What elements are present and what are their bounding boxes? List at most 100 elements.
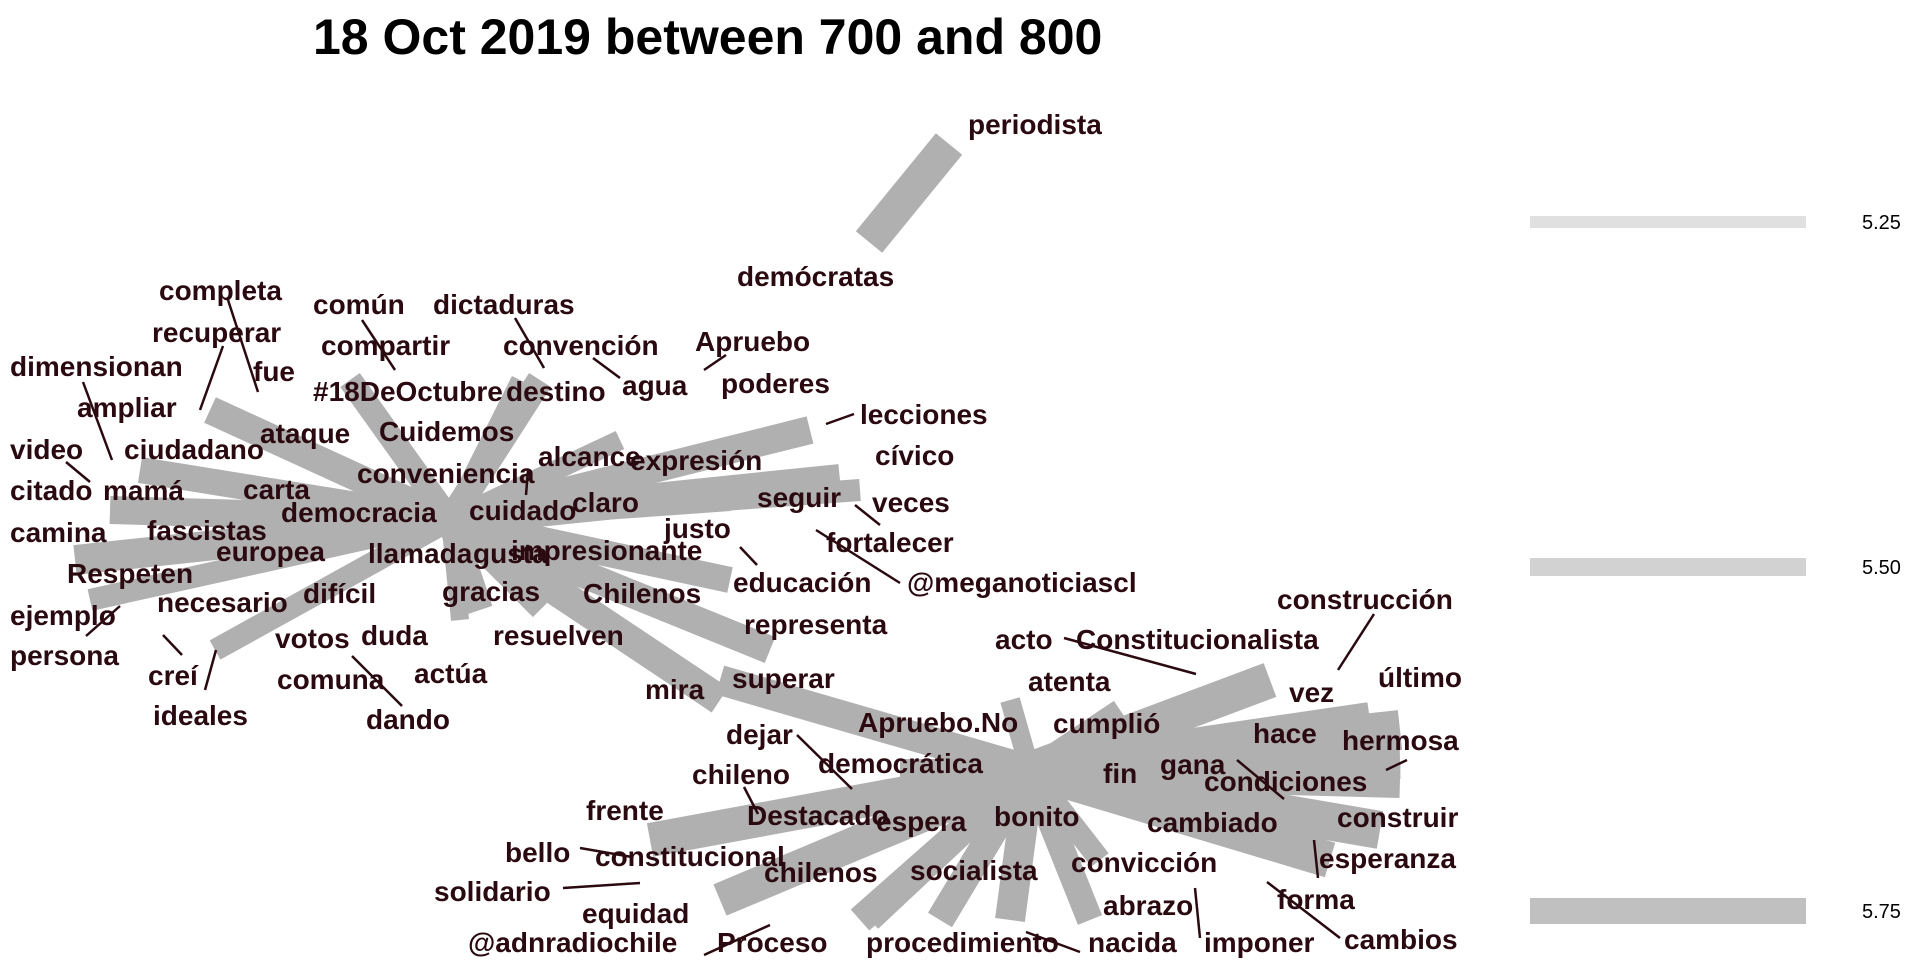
word-node-superar: superar bbox=[732, 663, 835, 694]
graph-edge bbox=[441, 375, 529, 525]
word-node-ampliar: ampliar bbox=[77, 392, 177, 423]
graph-edge bbox=[1029, 748, 1201, 782]
word-node-votos: votos bbox=[275, 623, 350, 654]
word-node-constitucionalista: Constitucionalista bbox=[1076, 624, 1319, 655]
word-node-dejar: dejar bbox=[726, 719, 793, 750]
word-node-ultimo: último bbox=[1378, 662, 1462, 693]
word-node-actua: actúa bbox=[414, 658, 488, 689]
word-node-mama: mamá bbox=[103, 475, 184, 506]
word-node-abrazo: abrazo bbox=[1103, 890, 1193, 921]
legend-swatch bbox=[1530, 558, 1806, 576]
word-node-educacion: educación bbox=[733, 567, 871, 598]
word-node-ataque: ataque bbox=[260, 418, 350, 449]
label-leader-line bbox=[796, 734, 853, 790]
word-node-constitucional: constitucional bbox=[595, 841, 785, 872]
word-node-chilenos: Chilenos bbox=[583, 578, 701, 609]
legend-label: 5.75 bbox=[1862, 901, 1901, 923]
label-leader-line bbox=[703, 353, 727, 372]
word-node-expresion: expresión bbox=[630, 445, 762, 476]
label-leader-line bbox=[1236, 759, 1285, 800]
word-node-citado: citado bbox=[10, 475, 92, 506]
word-node-adnradiochile: @adnradiochile bbox=[468, 927, 677, 958]
graph-edge bbox=[340, 373, 460, 527]
word-node-chileno: chileno bbox=[692, 759, 790, 790]
word-node-fue: fue bbox=[253, 356, 295, 387]
word-node-ciudadano: ciudadano bbox=[124, 434, 264, 465]
word-node-conviccion: convicción bbox=[1071, 847, 1217, 878]
word-node-respeten: Respeten bbox=[67, 558, 193, 589]
graph-edge bbox=[713, 754, 1037, 916]
graph-edge bbox=[209, 510, 456, 660]
label-leader-line bbox=[1312, 839, 1320, 879]
word-node-hace: hace bbox=[1253, 718, 1317, 749]
word-node-agua: agua bbox=[622, 370, 688, 401]
word-node-acto: acto bbox=[995, 624, 1053, 655]
word-node-fascistas: fascistas bbox=[147, 515, 267, 546]
word-node-seguir: seguir bbox=[757, 482, 841, 513]
label-leader-line bbox=[854, 504, 881, 526]
word-node-solidario: solidario bbox=[434, 876, 551, 907]
word-node-apruebo: Apruebo bbox=[695, 326, 810, 357]
word-node-vez: vez bbox=[1289, 677, 1334, 708]
label-leader-line bbox=[742, 786, 760, 815]
word-node-gracias: gracias bbox=[442, 576, 540, 607]
leader-lines-layer bbox=[65, 299, 1408, 957]
word-node-procedimiento: procedimiento bbox=[866, 927, 1059, 958]
word-node-carta: carta bbox=[243, 474, 310, 505]
edges-layer bbox=[73, 133, 1403, 931]
word-node-destino: destino bbox=[506, 376, 606, 407]
word-node-llamada: llamada bbox=[368, 538, 473, 569]
label-leader-line bbox=[162, 634, 183, 656]
word-node-mira: mira bbox=[645, 674, 705, 705]
word-node-crei: creí bbox=[148, 660, 199, 691]
word-node-espera: espera bbox=[876, 806, 967, 837]
word-node-bello: bello bbox=[505, 837, 570, 868]
word-node-proceso: Proceso bbox=[717, 927, 828, 958]
label-leader-line bbox=[65, 461, 91, 483]
word-node-ejemplo: ejemplo bbox=[10, 600, 116, 631]
word-node-dando: dando bbox=[366, 704, 450, 735]
label-leader-line bbox=[1063, 636, 1197, 676]
label-leader-line bbox=[592, 356, 621, 380]
word-node-camina: camina bbox=[10, 517, 107, 548]
word-node-recuperar: recuperar bbox=[152, 317, 281, 348]
word-node-civico: cívico bbox=[875, 440, 954, 471]
graph-edge bbox=[1021, 763, 1109, 867]
word-node-bonito: bonito bbox=[994, 801, 1080, 832]
graph-edge bbox=[850, 759, 1040, 931]
label-leader-line bbox=[739, 546, 758, 566]
graph-edge bbox=[715, 665, 1035, 785]
word-node-nacida: nacida bbox=[1088, 927, 1177, 958]
word-node-atenta: atenta bbox=[1028, 666, 1111, 697]
word-node-conveniencia: conveniencia bbox=[357, 458, 535, 489]
label-leader-line bbox=[1193, 887, 1202, 939]
word-node-dificil: difícil bbox=[303, 578, 376, 609]
word-node-duda: duda bbox=[361, 620, 428, 651]
word-node-gana: gana bbox=[1160, 749, 1226, 780]
word-node-democracia: democracia bbox=[281, 497, 437, 528]
label-leader-line bbox=[198, 345, 225, 411]
label-leader-line bbox=[579, 846, 633, 859]
word-node-impresionante: impresionante bbox=[511, 535, 702, 566]
label-leader-line bbox=[203, 649, 218, 691]
word-node-gusta: gusta bbox=[473, 538, 548, 569]
word-node-convencion: convención bbox=[503, 330, 659, 361]
legend-label: 5.50 bbox=[1862, 557, 1901, 579]
label-leader-line bbox=[513, 317, 546, 369]
word-node-equidad: equidad bbox=[582, 898, 689, 929]
label-leader-line bbox=[703, 923, 771, 957]
label-leader-line bbox=[226, 299, 260, 393]
word-labels-layer: periodista demócratas completa común dictadu… bbox=[10, 109, 1462, 958]
label-leader-line bbox=[360, 319, 397, 371]
word-node-completa: completa bbox=[159, 275, 282, 306]
word-node-poderes: poderes bbox=[721, 368, 830, 399]
word-node-cambios: cambios bbox=[1344, 924, 1458, 955]
word-node-cuidemos: Cuidemos bbox=[379, 416, 514, 447]
word-node-meganoticiascl: @meganoticiascl bbox=[907, 567, 1137, 598]
word-node-democratica: democrática bbox=[818, 748, 983, 779]
word-node-frente: frente bbox=[586, 795, 664, 826]
label-leader-line bbox=[562, 881, 641, 890]
graph-edge bbox=[449, 489, 731, 531]
word-node-cuidado: cuidado bbox=[469, 495, 576, 526]
